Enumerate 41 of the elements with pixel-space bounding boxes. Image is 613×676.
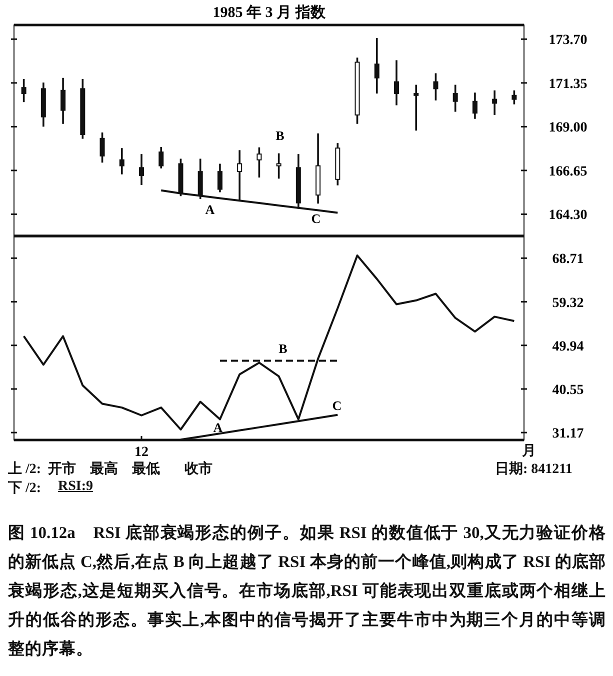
y-tick-label: 59.32 [552,296,584,311]
y-tick-label: 169.00 [548,120,588,136]
annotation: B [276,128,285,143]
candlestick [276,152,282,180]
y-tick-label: 166.65 [548,164,588,180]
annotation: A [213,420,224,435]
candlestick [60,76,66,125]
candlestick [492,89,498,116]
caption: 图 10.12a RSI 底部衰竭形态的例子。如果 RSI 的数值低于 30,又无力验证价格的新低点 C,然后,在点 B 向上超越了 RSI 本身的前一个峰值,则构成了 RSI 的底部衰竭形态,这是短期买入信号。在市场底部,RSI 可能表现出双重底或两个相继上升的低谷的形态。事实上,本图中的信号揭开了主要牛市中为期三个月的中等调整的序幕。 [8,522,606,660]
text: 日期: 841211 [495,460,572,478]
candlestick [394,59,399,106]
y-tick-label: 164.30 [548,208,588,224]
annotation: B [278,341,288,356]
annotation: C [332,398,342,413]
y-tick-label: 49.94 [552,339,584,354]
text: 上 /2: 开市 最高 最低 收市 [8,460,213,478]
y-tick-label: 68.71 [552,252,584,268]
candlestick [119,147,124,176]
candlestick [433,72,438,102]
candlestick [158,146,164,170]
text: RSI:9 [58,479,94,495]
candlestick [100,132,105,164]
candlestick [374,37,380,94]
candlestick [472,92,478,120]
candlestick [21,78,26,103]
text: 下 /2: [8,480,42,497]
y-tick-label: 31.17 [552,426,584,442]
candlestick [414,84,419,132]
candlestick [139,153,144,186]
x-tick-label: 12 [134,445,148,460]
annotation: A [205,202,216,217]
text: 月 [522,443,536,460]
candlestick [452,84,458,113]
candlestick [217,162,222,194]
candlestick [512,89,517,106]
y-tick-label: 171.35 [548,76,588,92]
candlestick [256,146,262,178]
y-tick-label: 40.55 [552,382,584,398]
annotation: C [311,211,321,226]
y-tick-label: 173.70 [548,33,588,48]
chart-title: 1985 年 3 月 指数 [212,4,326,21]
